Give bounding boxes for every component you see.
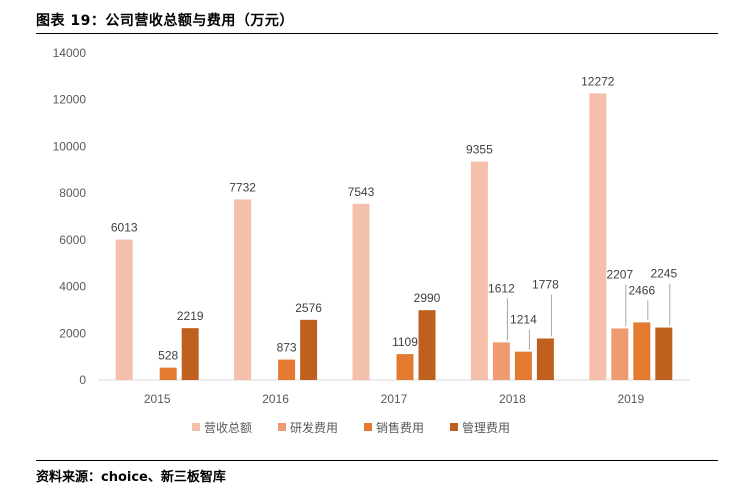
y-tick-label: 4000 [59, 280, 86, 294]
x-tick-label: 2016 [262, 392, 289, 406]
data-label: 1612 [488, 281, 515, 295]
data-label: 2990 [414, 291, 441, 305]
y-tick-label: 10000 [53, 139, 87, 153]
data-label: 1109 [392, 335, 418, 349]
x-axis-ticks: 2015 2016 2017 2018 2019 [144, 392, 645, 406]
bar [300, 319, 318, 380]
bar [278, 359, 296, 380]
data-label: 12272 [581, 74, 615, 88]
legend-swatch [278, 423, 286, 431]
y-tick-label: 14000 [53, 46, 87, 60]
x-tick-label: 2018 [499, 392, 526, 406]
bars [115, 93, 673, 380]
data-label: 2207 [606, 267, 633, 281]
bar [181, 328, 199, 380]
data-label: 2219 [177, 309, 204, 323]
y-tick-label: 6000 [59, 233, 86, 247]
legend-label: 营收总额 [204, 421, 252, 435]
data-label: 2466 [628, 283, 655, 297]
legend-swatch [192, 423, 200, 431]
bar [536, 338, 554, 380]
legend-label: 销售费用 [376, 420, 424, 435]
legend-label: 研发费用 [290, 420, 338, 435]
data-label: 873 [277, 341, 297, 355]
source-note: 资料来源：choice、新三板智库 [36, 470, 226, 485]
legend-label: 管理费用 [462, 420, 510, 435]
x-tick-label: 2015 [144, 392, 171, 406]
data-labels: 6013 528 2219 7732 873 2576 7543 1109 2990 9355 16… [111, 74, 678, 362]
y-tick-label: 12000 [53, 93, 87, 107]
data-label: 528 [158, 349, 178, 363]
bar [514, 351, 532, 380]
bar [492, 342, 510, 380]
chart-title: 图表 19：公司营收总额与费用（万元） [36, 13, 294, 29]
legend: 营收总额 研发费用 销售费用 管理费用 [192, 420, 510, 435]
data-label: 7543 [348, 185, 375, 199]
bar [418, 310, 436, 380]
data-label: 9355 [466, 142, 493, 156]
bar [589, 93, 607, 380]
y-tick-label: 2000 [59, 326, 86, 340]
bar [352, 203, 370, 380]
bar [115, 239, 133, 380]
bar-chart: 0 2000 4000 6000 8000 10000 12000 14000 6013 528… [53, 46, 690, 435]
data-label: 1778 [532, 277, 559, 291]
bar [234, 199, 252, 380]
data-label: 7732 [229, 180, 256, 194]
data-label: 2245 [650, 267, 677, 281]
y-tick-label: 0 [79, 373, 86, 387]
data-label: 1214 [510, 313, 537, 327]
x-tick-label: 2017 [381, 392, 408, 406]
bar [396, 354, 414, 380]
bar [470, 161, 488, 380]
y-tick-label: 8000 [59, 186, 86, 200]
bar [655, 327, 673, 380]
title-divider [36, 33, 718, 34]
bar [159, 367, 177, 380]
legend-swatch [450, 423, 458, 431]
label-leader-lines [506, 283, 671, 350]
footer-divider [36, 460, 718, 461]
bar [633, 322, 651, 380]
data-label: 2576 [295, 301, 322, 315]
legend-swatch [364, 423, 372, 431]
y-axis-ticks: 0 2000 4000 6000 8000 10000 12000 14000 [53, 46, 87, 387]
data-label: 6013 [111, 221, 138, 235]
bar [611, 328, 629, 380]
x-tick-label: 2019 [617, 392, 644, 406]
